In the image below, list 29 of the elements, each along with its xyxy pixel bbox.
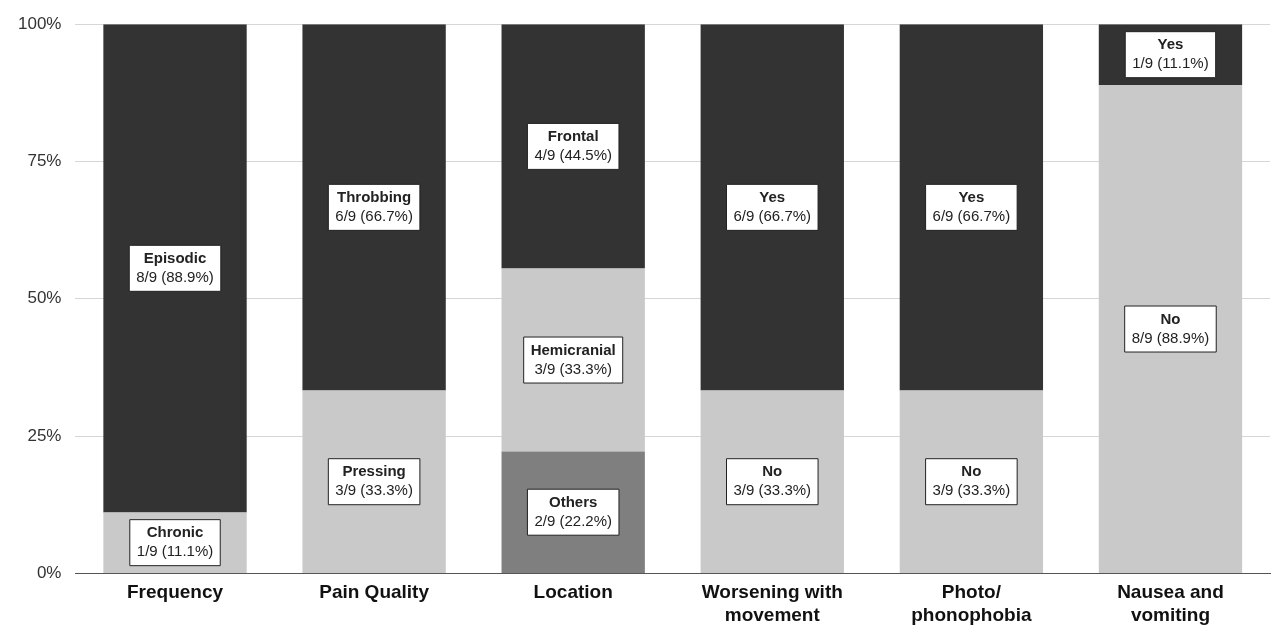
y-tick-label: 50% xyxy=(27,288,62,308)
x-tick-label: Photo/ phonophobia xyxy=(911,581,1032,625)
bar xyxy=(899,24,1044,391)
data-label: Hemicranial 3/9 (33.3%) xyxy=(530,340,616,377)
y-tick-label: 75% xyxy=(27,151,62,171)
y-tick-label: 25% xyxy=(27,425,62,445)
bar xyxy=(302,24,446,391)
x-tick-label: Pain Quality xyxy=(319,581,430,603)
x-tick-label: Nausea and vomiting xyxy=(1117,581,1224,625)
data-label: No 8/9 (88.9%) xyxy=(1131,309,1210,346)
bar xyxy=(1098,85,1243,573)
y-tick-label: 0% xyxy=(36,563,62,583)
data-label: Pressing 3/9 (33.3%) xyxy=(335,462,413,499)
data-label: Throbbing 6/9 (66.7%) xyxy=(335,188,413,224)
y-tick-label: 100% xyxy=(18,13,62,33)
data-label: No 3/9 (33.3%) xyxy=(932,462,1011,499)
data-label: Yes 6/9 (66.7%) xyxy=(733,188,812,224)
data-label: No 3/9 (33.3%) xyxy=(733,462,812,499)
data-label: Others 2/9 (22.2%) xyxy=(534,492,612,529)
bar xyxy=(700,24,844,391)
data-label: Episodic 8/9 (88.9%) xyxy=(136,248,214,285)
x-tick-label: Worsening with movement xyxy=(701,581,843,625)
data-label: Frontal 4/9 (44.5%) xyxy=(534,127,612,164)
x-tick-label: Frequency xyxy=(126,581,224,603)
x-tick-label: Location xyxy=(533,581,613,603)
data-label: Chronic 1/9 (11.1%) xyxy=(136,523,214,560)
bar xyxy=(103,24,247,513)
data-label: Yes 1/9 (11.1%) xyxy=(1132,35,1209,72)
data-label: Yes 6/9 (66.7%) xyxy=(932,188,1011,224)
